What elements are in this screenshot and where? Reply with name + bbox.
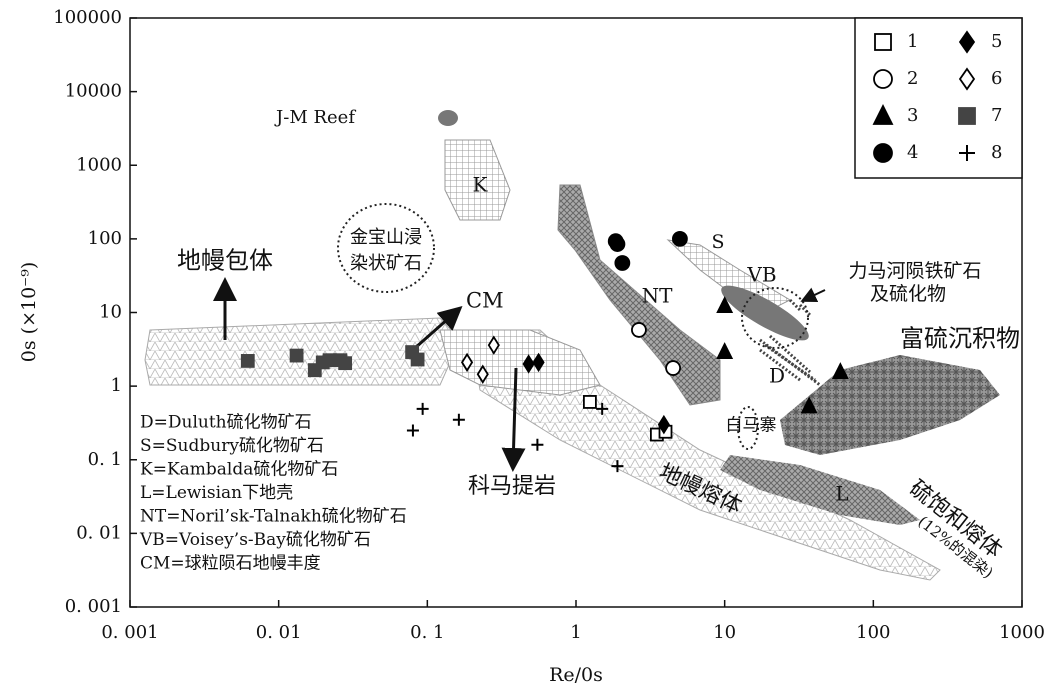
jm-reef-field: [438, 110, 458, 126]
k-field: [444, 139, 511, 221]
annotation: 染状矿石: [350, 253, 422, 274]
legend-label: 5: [991, 31, 1002, 52]
marker: [611, 460, 624, 473]
d-field: [759, 298, 821, 387]
legend-label: 3: [907, 105, 918, 126]
annotation: S: [711, 231, 724, 253]
annotation: 力马河陨铁矿石: [848, 260, 981, 282]
marker: [631, 322, 647, 338]
nt-field: [557, 184, 721, 406]
marker: [338, 356, 353, 371]
marker: [614, 255, 631, 271]
legend-label: 1: [907, 31, 918, 52]
y-tick-label: 1: [111, 375, 122, 396]
marker: [476, 364, 489, 384]
y-tick-label: 10000: [65, 81, 122, 102]
y-tick-label: 100: [88, 228, 122, 249]
annotation: CM: [466, 289, 504, 313]
y-tick-label: 0. 01: [76, 522, 122, 543]
note: D=Duluth硫化物矿石: [140, 413, 312, 433]
legend-marker: [872, 103, 894, 125]
y-tick-label: 100000: [53, 7, 122, 28]
arrow: [800, 287, 826, 303]
marker: [582, 395, 597, 409]
baimazhai-outline: [737, 406, 759, 450]
annotation: D: [769, 364, 785, 388]
legend-marker: [959, 145, 975, 161]
arrow: [501, 367, 526, 472]
vb-field: [721, 285, 809, 341]
marker: [522, 354, 535, 374]
y-tick-label: 0. 1: [88, 449, 122, 470]
note: K=Kambalda硫化物矿石: [140, 460, 338, 480]
annotation: 白马寨: [726, 416, 777, 436]
annotation: J-M Reef: [274, 107, 356, 128]
marker: [800, 396, 818, 414]
x-tick-label: 10: [713, 622, 736, 643]
legend-marker: [958, 67, 976, 91]
legend-marker: [958, 30, 976, 54]
sulfur-sediment-field: [780, 355, 1000, 455]
marker: [460, 352, 474, 373]
legend-label: 7: [991, 105, 1002, 126]
marker: [289, 348, 304, 363]
marker: [831, 362, 849, 380]
note: CM=球粒陨石地幔丰度: [140, 554, 321, 574]
vb-outline: [741, 287, 809, 349]
x-tick-label: 100: [856, 622, 890, 643]
annotation: 富硫沉积物: [900, 325, 1020, 353]
marker: [531, 438, 544, 451]
annotation: 金宝山浸: [350, 227, 422, 248]
annotation: 科马提岩: [468, 474, 556, 499]
marker: [487, 335, 500, 355]
y-tick-label: 10: [99, 302, 122, 323]
note: L=Lewisian下地壳: [140, 483, 293, 503]
marker: [406, 424, 419, 437]
legend-marker: [958, 107, 976, 125]
y-tick-label: 0. 001: [65, 596, 122, 617]
jinbaoshan-outline: [337, 203, 435, 293]
legend-label: 2: [907, 68, 918, 89]
marker: [716, 296, 734, 314]
annotation: 地幔包体: [177, 247, 273, 275]
x-axis-label: Re/0s: [549, 664, 603, 686]
marker: [240, 354, 255, 368]
x-tick-label: 1: [570, 622, 581, 643]
annotation: L: [835, 482, 848, 506]
annotation: VB: [746, 263, 776, 287]
note: NT=Noril’sk-Talnakh硫化物矿石: [140, 507, 407, 527]
annotation: 及硫化物: [870, 283, 946, 305]
marker: [672, 230, 688, 247]
x-tick-label: 0. 1: [410, 622, 444, 643]
annotation: K: [473, 173, 489, 197]
x-tick-label: 0. 01: [256, 622, 302, 643]
marker: [665, 360, 682, 376]
marker: [657, 414, 670, 435]
marker: [410, 352, 425, 367]
y-axis-label: 0s (×10⁻⁹): [18, 262, 40, 362]
legend-label: 8: [991, 142, 1002, 163]
arrow: [414, 306, 463, 350]
legend-marker: [873, 143, 893, 163]
marker: [596, 402, 609, 415]
legend-marker: [874, 33, 892, 51]
x-tick-label: 1000: [999, 622, 1045, 643]
l-field: [720, 455, 920, 525]
note: VB=Voisey’s-Bay硫化物矿石: [139, 530, 371, 550]
legend-label: 6: [991, 68, 1002, 89]
annotation: NT: [642, 284, 674, 308]
y-tick-label: 1000: [76, 154, 122, 175]
marker: [532, 352, 545, 373]
marker: [716, 342, 734, 359]
legend-marker: [873, 69, 893, 89]
note: S=Sudbury硫化物矿石: [140, 436, 324, 456]
marker: [609, 236, 626, 252]
marker: [452, 413, 465, 426]
regions: [144, 110, 1000, 581]
legend-label: 4: [907, 142, 918, 163]
marker: [416, 402, 429, 415]
x-tick-label: 0. 001: [101, 622, 158, 643]
